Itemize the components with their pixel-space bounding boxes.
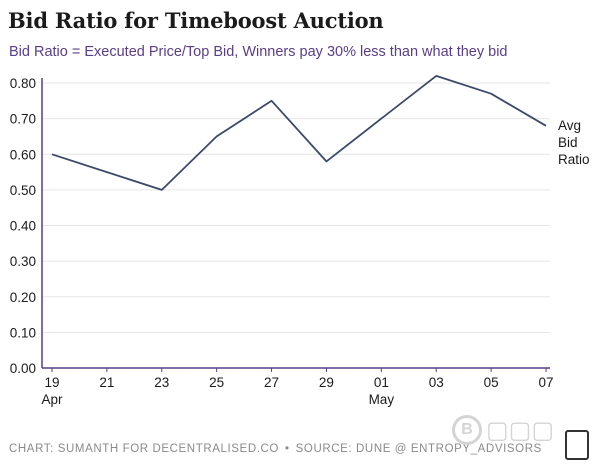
x-tick-label: 05	[484, 375, 499, 390]
x-tick-label: 27	[264, 375, 279, 390]
x-month-label: Apr	[41, 392, 63, 407]
y-tick-label: 0.60	[10, 147, 36, 162]
y-tick-label: 0.80	[10, 76, 36, 91]
y-tick-label: 0.50	[10, 183, 36, 198]
y-tick-label: 0.20	[10, 290, 36, 305]
series-line	[51, 75, 547, 191]
x-tick-label: 07	[538, 375, 553, 390]
watermark: B ▢▢▢	[452, 415, 554, 445]
series-label: Avg	[558, 118, 581, 133]
y-tick-label: 0.10	[10, 325, 36, 340]
x-tick-label: 29	[319, 375, 334, 390]
x-tick-label: 25	[209, 375, 224, 390]
chart-subtitle: Bid Ratio = Executed Price/Top Bid, Winn…	[9, 44, 508, 60]
series-label: Ratio	[558, 152, 590, 167]
x-tick-label: 01	[374, 375, 389, 390]
x-month-label: May	[369, 392, 395, 407]
y-tick-label: 0.70	[10, 112, 36, 127]
y-tick-label: 0.30	[10, 254, 36, 269]
footer-source: SOURCE: DUNE @ ENTROPY_ADVISORS	[295, 443, 542, 455]
footer-credit: CHART: SUMANTH FOR DECENTRALISED.CO	[9, 443, 279, 455]
x-tick-label: 23	[154, 375, 169, 390]
x-tick-label: 21	[99, 375, 114, 390]
chart-title: Bid Ratio for Timeboost Auction	[8, 8, 384, 33]
watermark-glyphs: ▢▢▢	[486, 416, 555, 444]
series-label: Bid	[558, 135, 578, 150]
footer-separator: •	[284, 443, 290, 455]
coin-b-icon: B	[452, 415, 482, 445]
y-tick-label: 0.40	[10, 219, 36, 234]
decentralised-logo-icon	[565, 430, 589, 460]
x-tick-label: 19	[44, 375, 59, 390]
chart-footer: CHART: SUMANTH FOR DECENTRALISED.CO • SOUR…	[9, 443, 542, 455]
x-tick-label: 03	[429, 375, 444, 390]
y-tick-label: 0.00	[10, 361, 36, 376]
